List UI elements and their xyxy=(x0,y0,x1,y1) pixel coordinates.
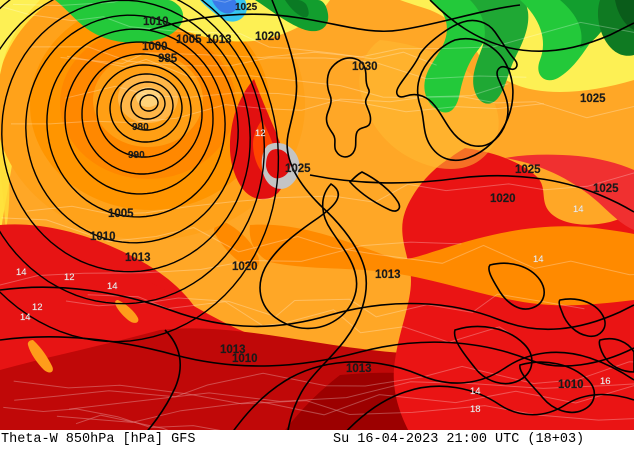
svg-text:12: 12 xyxy=(255,128,266,139)
svg-text:14: 14 xyxy=(16,267,27,278)
svg-text:18: 18 xyxy=(470,404,481,415)
svg-text:14: 14 xyxy=(20,312,31,323)
svg-text:1000: 1000 xyxy=(142,41,168,53)
svg-text:14: 14 xyxy=(470,386,481,397)
svg-text:1025: 1025 xyxy=(285,163,311,175)
svg-text:1013: 1013 xyxy=(206,34,232,46)
svg-text:1013: 1013 xyxy=(125,252,151,264)
svg-text:1025: 1025 xyxy=(515,164,541,176)
svg-text:14: 14 xyxy=(533,254,544,265)
svg-text:1010: 1010 xyxy=(232,353,258,365)
svg-text:1020: 1020 xyxy=(255,31,281,43)
svg-text:1030: 1030 xyxy=(352,61,378,73)
svg-text:1010: 1010 xyxy=(143,16,169,28)
svg-text:12: 12 xyxy=(32,302,43,313)
svg-text:1025: 1025 xyxy=(593,183,619,195)
svg-text:990: 990 xyxy=(128,150,145,161)
svg-text:1020: 1020 xyxy=(232,261,258,273)
svg-text:1013: 1013 xyxy=(346,363,372,375)
svg-text:1025: 1025 xyxy=(235,2,258,13)
svg-text:1010: 1010 xyxy=(90,231,116,243)
svg-text:1025: 1025 xyxy=(580,93,606,105)
svg-text:16: 16 xyxy=(600,376,611,387)
svg-text:1005: 1005 xyxy=(176,34,202,46)
svg-text:12: 12 xyxy=(64,272,75,283)
svg-text:1010: 1010 xyxy=(558,379,584,391)
svg-text:14: 14 xyxy=(107,281,118,292)
svg-text:980: 980 xyxy=(132,122,149,133)
svg-text:1020: 1020 xyxy=(490,193,516,205)
svg-text:1013: 1013 xyxy=(375,269,401,281)
svg-text:985: 985 xyxy=(158,53,178,65)
svg-text:14: 14 xyxy=(573,204,584,215)
svg-text:1005: 1005 xyxy=(108,208,134,220)
